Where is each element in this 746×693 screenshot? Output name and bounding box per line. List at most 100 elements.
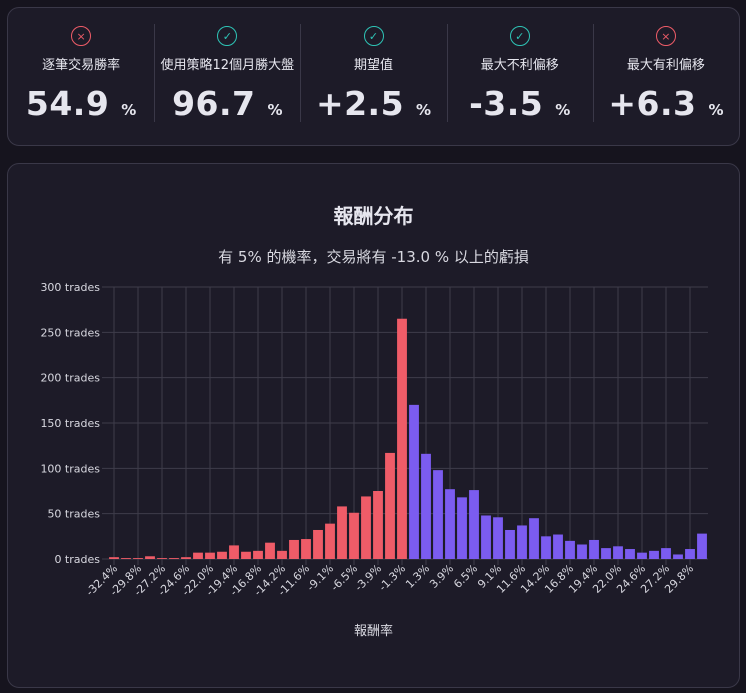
histogram-bar — [601, 548, 611, 559]
stat-value: -3.5 — [469, 84, 544, 123]
histogram-bar — [181, 557, 191, 559]
stat-unit: % — [267, 101, 283, 119]
stat-unit: % — [121, 101, 137, 119]
histogram-bar — [649, 550, 659, 559]
histogram-bar — [421, 453, 431, 559]
y-tick-label: 300 trades — [40, 281, 100, 294]
x-tick-label: 1.3% — [403, 562, 432, 591]
histogram-bar — [625, 549, 635, 559]
stats-row: × 逐筆交易勝率 54.9% ✓ 使用策略12個月勝大盤 96.7% ✓ 期望值 +2.5% ✓ 最… — [8, 8, 739, 145]
stat-value-group: +6.3% — [593, 84, 739, 123]
stat-label: 最大有利偏移 — [626, 58, 705, 73]
histogram-bar — [589, 539, 599, 559]
stat-value-group: +2.5% — [300, 84, 446, 123]
x-axis-label: 報酬率 — [353, 624, 393, 639]
stat-tile: × 逐筆交易勝率 54.9% — [8, 8, 154, 145]
histogram-bar — [661, 548, 671, 559]
check-icon: ✓ — [363, 26, 384, 46]
histogram-bar — [613, 546, 623, 559]
stat-label: 期望值 — [354, 58, 394, 73]
histogram-bar — [493, 517, 503, 559]
stat-value: +2.5 — [315, 84, 405, 123]
histogram-bar — [253, 550, 263, 559]
stats-card: × 逐筆交易勝率 54.9% ✓ 使用策略12個月勝大盤 96.7% ✓ 期望值 +2.5% ✓ 最… — [7, 7, 740, 146]
histogram-bar — [673, 554, 683, 559]
return-distribution-chart: 0 trades 50 trades 100 trades 150 trades 200… — [40, 281, 708, 599]
chart-subtitle: 有 5% 的機率，交易將有 -13.0 % 以上的虧損 — [218, 248, 529, 266]
histogram-bar — [121, 558, 131, 559]
chart-title: 報酬分布 — [333, 204, 414, 228]
stat-label: 最大不利偏移 — [480, 58, 559, 73]
x-tick-label: 6.5% — [451, 562, 480, 591]
histogram-bar — [457, 497, 467, 559]
x-tick-label: -1.3% — [376, 562, 408, 594]
histogram-bar — [301, 539, 311, 559]
histogram-bar — [169, 558, 179, 559]
stat-value: 54.9 — [25, 84, 110, 123]
check-icon: ✓ — [509, 26, 530, 46]
x-tick-label: -9.1% — [304, 562, 336, 594]
stat-value-group: 54.9% — [8, 84, 154, 123]
histogram-bar — [541, 536, 551, 559]
histogram-bar — [349, 512, 359, 559]
histogram-bar — [409, 404, 419, 559]
histogram-bar — [385, 452, 395, 559]
stat-tile: ✓ 期望值 +2.5% — [300, 8, 446, 145]
stat-unit: % — [708, 101, 724, 119]
histogram-bar — [109, 557, 119, 559]
histogram-bar — [553, 534, 563, 559]
x-icon: × — [655, 26, 676, 46]
histogram-bar — [337, 506, 347, 559]
histogram-bar — [481, 515, 491, 559]
y-tick-label: 150 trades — [40, 417, 100, 430]
histogram-bar — [577, 544, 587, 559]
stat-value: 96.7 — [172, 84, 256, 123]
histogram-bar — [145, 556, 155, 559]
y-tick-label: 200 trades — [40, 372, 100, 385]
x-icon: × — [71, 26, 92, 46]
y-tick-label: 50 trades — [47, 508, 100, 521]
histogram-bar — [445, 489, 455, 559]
histogram-bar — [565, 540, 575, 559]
histogram-bar — [217, 551, 227, 559]
histogram-bar — [505, 529, 515, 559]
stat-unit: % — [555, 101, 571, 119]
histogram-bar — [529, 518, 539, 559]
stat-tile: ✓ 最大不利偏移 -3.5% — [446, 8, 593, 145]
histogram-bar — [433, 470, 443, 559]
histogram-bar — [697, 533, 707, 559]
histogram-bar — [469, 490, 479, 559]
histogram-bar — [277, 550, 287, 559]
y-tick-label: 100 trades — [40, 462, 100, 475]
chart-card: 報酬分布 有 5% 的機率，交易將有 -13.0 % 以上的虧損 0 trade… — [7, 163, 740, 688]
stat-label: 使用策略12個月勝大盤 — [160, 58, 295, 73]
histogram-bar — [685, 549, 695, 559]
x-tick-label: -3.9% — [352, 562, 384, 594]
histogram-bar — [133, 558, 143, 559]
x-tick-label: -6.5% — [328, 562, 360, 594]
y-tick-label: 0 trades — [54, 553, 100, 566]
histogram-bar — [325, 523, 335, 559]
check-icon: ✓ — [217, 26, 238, 46]
histogram-bar — [637, 552, 647, 559]
stat-value: +6.3 — [608, 84, 697, 123]
histogram-bar — [229, 545, 239, 559]
x-tick-label: 3.9% — [427, 562, 456, 591]
stat-label: 逐筆交易勝率 — [42, 58, 121, 73]
stat-unit: % — [416, 101, 432, 119]
histogram-bar — [289, 539, 299, 559]
histogram-bar — [397, 318, 407, 559]
histogram-bar — [241, 551, 251, 559]
y-tick-label: 250 trades — [40, 326, 100, 339]
histogram-bar — [205, 552, 215, 559]
stat-value-group: -3.5% — [447, 84, 593, 123]
histogram-bar — [193, 552, 203, 559]
histogram-bar — [157, 558, 167, 559]
stat-tile: × 最大有利偏移 +6.3% — [592, 8, 739, 145]
histogram-bar — [313, 529, 323, 559]
histogram-bar — [361, 496, 371, 559]
stat-value-group: 96.7% — [154, 84, 300, 123]
stat-tile: ✓ 使用策略12個月勝大盤 96.7% — [154, 8, 300, 145]
histogram-bar — [517, 525, 527, 559]
histogram-bar — [265, 542, 275, 559]
